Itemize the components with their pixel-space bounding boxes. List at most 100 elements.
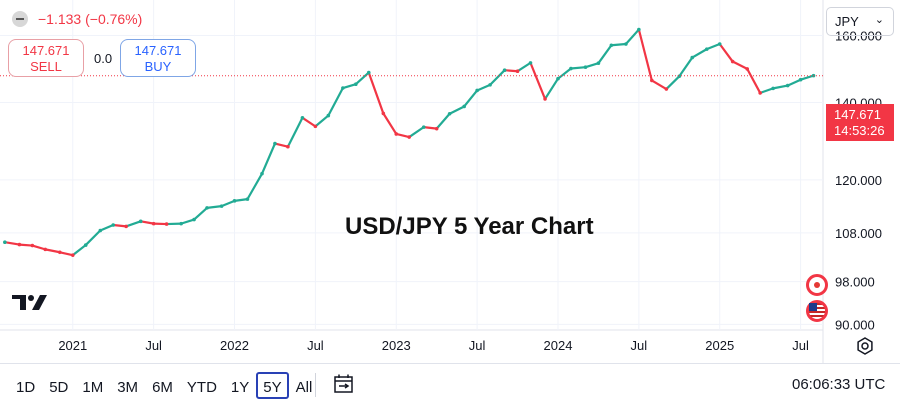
buy-button[interactable]: 147.671 BUY bbox=[120, 39, 196, 77]
price-point bbox=[273, 142, 277, 146]
price-segment bbox=[207, 206, 222, 208]
price-segment bbox=[505, 70, 518, 71]
price-point bbox=[111, 223, 115, 227]
price-point bbox=[731, 60, 735, 64]
buy-label: BUY bbox=[121, 59, 195, 75]
price-point bbox=[31, 244, 35, 248]
price-segment bbox=[383, 113, 396, 134]
price-segment bbox=[733, 62, 748, 69]
x-tick-label: Jul bbox=[145, 338, 162, 353]
price-segment bbox=[369, 73, 384, 114]
price-point bbox=[394, 132, 398, 136]
change-value: −1.133 (−0.76%) bbox=[38, 11, 142, 27]
price-point bbox=[286, 145, 290, 149]
price-segment bbox=[692, 49, 707, 57]
price-point bbox=[260, 172, 264, 176]
x-tick-label: Jul bbox=[792, 338, 809, 353]
price-segment bbox=[100, 225, 113, 231]
price-segment bbox=[598, 45, 611, 63]
price-segment bbox=[328, 88, 343, 116]
price-point bbox=[771, 87, 775, 91]
currency-select-value: JPY bbox=[835, 14, 859, 29]
sell-button[interactable]: 147.671 SELL bbox=[8, 39, 84, 77]
range-5y[interactable]: 5Y bbox=[256, 372, 288, 399]
range-1y[interactable]: 1Y bbox=[224, 372, 256, 399]
us-flag-icon[interactable] bbox=[806, 300, 828, 322]
price-point bbox=[799, 78, 803, 82]
bar-countdown: 14:53:26 bbox=[834, 123, 894, 139]
price-segment bbox=[45, 249, 60, 252]
price-segment bbox=[235, 199, 248, 201]
price-segment bbox=[247, 174, 262, 199]
range-1m[interactable]: 1M bbox=[75, 372, 110, 399]
price-segment bbox=[141, 221, 154, 223]
price-segment bbox=[801, 76, 814, 80]
x-tick-label: Jul bbox=[307, 338, 324, 353]
price-segment bbox=[73, 245, 86, 255]
x-tick-label: 2021 bbox=[58, 338, 87, 353]
x-tick-label: 2022 bbox=[220, 338, 249, 353]
price-segment bbox=[707, 44, 720, 49]
range-3m[interactable]: 3M bbox=[110, 372, 145, 399]
minus-icon[interactable] bbox=[12, 11, 28, 27]
price-segment bbox=[181, 220, 194, 224]
price-point bbox=[435, 127, 439, 131]
price-point bbox=[569, 67, 573, 71]
price-point bbox=[503, 68, 507, 72]
price-segment bbox=[288, 118, 303, 147]
price-point bbox=[179, 222, 183, 226]
y-tick-label: 98.000 bbox=[835, 275, 875, 290]
price-point bbox=[516, 69, 520, 73]
settings-icon[interactable] bbox=[855, 336, 875, 356]
x-tick-label: Jul bbox=[631, 338, 648, 353]
range-1d[interactable]: 1D bbox=[9, 372, 42, 399]
price-segment bbox=[343, 84, 356, 88]
price-point bbox=[543, 97, 547, 101]
y-tick-label: 90.000 bbox=[835, 317, 875, 332]
price-change: −1.133 (−0.76%) bbox=[12, 11, 142, 27]
price-point bbox=[665, 87, 669, 91]
price-segment bbox=[113, 225, 126, 226]
price-point bbox=[314, 125, 318, 129]
price-point bbox=[354, 82, 358, 86]
y-tick-label: 120.000 bbox=[835, 173, 882, 188]
price-segment bbox=[464, 90, 477, 106]
utc-clock[interactable]: 06:06:33 UTC bbox=[792, 376, 885, 393]
x-tick-label: 2024 bbox=[544, 338, 573, 353]
price-segment bbox=[477, 85, 490, 91]
buy-price: 147.671 bbox=[121, 43, 195, 59]
price-point bbox=[98, 229, 102, 233]
price-point bbox=[597, 61, 601, 65]
tradingview-logo[interactable] bbox=[12, 293, 48, 311]
price-segment bbox=[60, 252, 73, 255]
price-segment bbox=[450, 106, 465, 113]
range-6m[interactable]: 6M bbox=[145, 372, 180, 399]
price-point bbox=[233, 199, 237, 203]
price-segment bbox=[222, 201, 235, 206]
price-point bbox=[382, 112, 386, 116]
price-segment bbox=[760, 88, 773, 93]
range-5d[interactable]: 5D bbox=[42, 372, 75, 399]
price-point bbox=[462, 105, 466, 109]
price-point bbox=[152, 222, 156, 226]
sell-label: SELL bbox=[9, 59, 83, 75]
price-point bbox=[139, 220, 143, 224]
currency-select[interactable]: JPY ⌄ bbox=[826, 7, 894, 36]
range-ytd[interactable]: YTD bbox=[180, 372, 224, 399]
price-point bbox=[246, 197, 250, 201]
toolbar-divider bbox=[315, 373, 316, 397]
japan-flag-icon[interactable] bbox=[806, 274, 828, 296]
price-point bbox=[165, 222, 169, 226]
chevron-down-icon: ⌄ bbox=[875, 13, 884, 26]
price-segment bbox=[409, 127, 424, 137]
price-segment bbox=[558, 69, 571, 79]
price-segment bbox=[275, 144, 288, 147]
date-range-icon[interactable] bbox=[332, 372, 356, 396]
price-segment bbox=[545, 79, 558, 99]
chart-title: USD/JPY 5 Year Chart bbox=[345, 213, 594, 241]
price-segment bbox=[679, 58, 692, 77]
price-segment bbox=[19, 245, 32, 246]
price-point bbox=[705, 47, 709, 51]
